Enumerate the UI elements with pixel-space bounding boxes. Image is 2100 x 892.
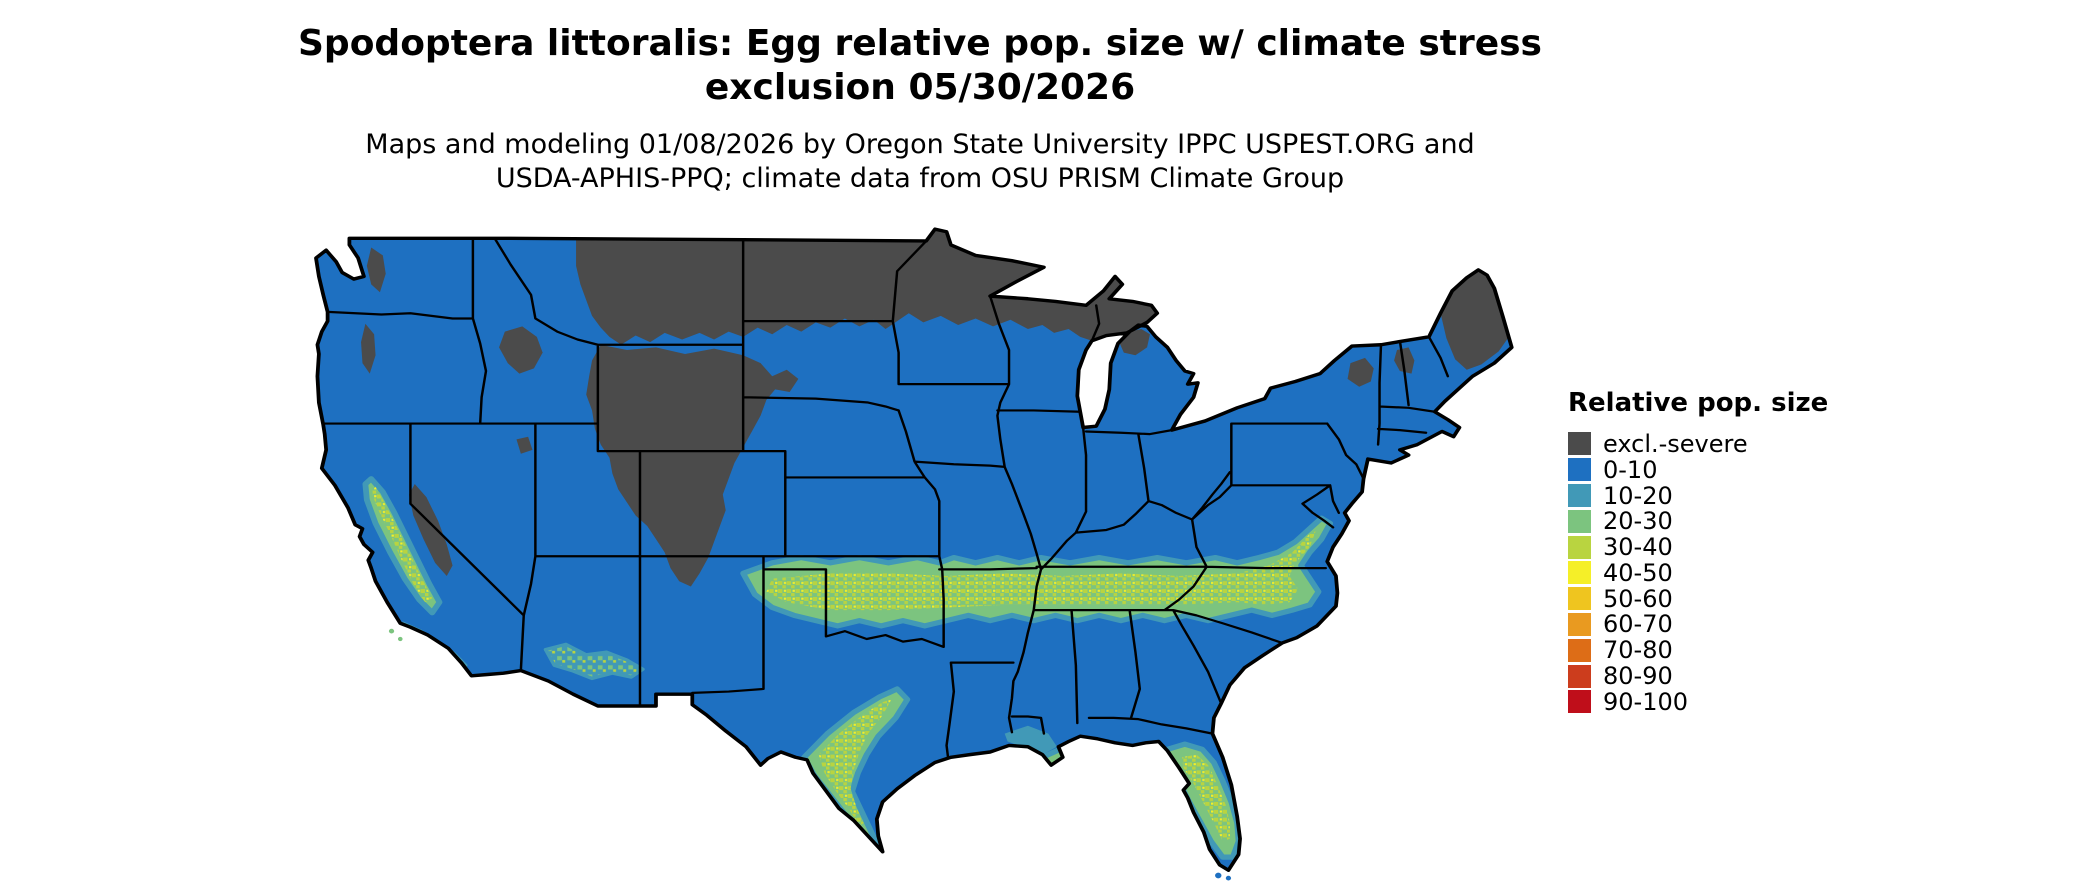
legend-item-label: excl.-severe — [1603, 429, 1748, 458]
legend-item-label: 90-100 — [1603, 687, 1689, 716]
legend-swatch-icon — [1568, 612, 1591, 636]
legend-item: 40-50 — [1568, 558, 1828, 587]
legend-item-label: 0-10 — [1603, 455, 1658, 484]
legend-item: 70-80 — [1568, 636, 1828, 665]
legend-swatch-icon — [1568, 587, 1591, 611]
legend-swatch-icon — [1568, 483, 1591, 507]
legend-swatch-icon — [1568, 561, 1591, 585]
legend-item: excl.-severe — [1568, 429, 1828, 458]
legend-item: 30-40 — [1568, 533, 1828, 562]
legend-item-label: 70-80 — [1603, 636, 1673, 665]
us-map — [314, 227, 1514, 881]
island-dot — [388, 628, 395, 634]
legend-swatch-icon — [1568, 509, 1591, 533]
map-title-line1: Spodoptera littoralis: Egg relative pop.… — [298, 23, 1542, 64]
legend-item-label: 50-60 — [1603, 584, 1673, 613]
legend-item-label: 10-20 — [1603, 481, 1673, 510]
title-block: Spodoptera littoralis: Egg relative pop.… — [0, 22, 1840, 197]
legend-swatch-icon — [1568, 458, 1591, 482]
legend-title: Relative pop. size — [1568, 388, 1829, 418]
map-subtitle-line1: Maps and modeling 01/08/2026 by Oregon S… — [365, 128, 1475, 160]
island-dot — [1215, 872, 1222, 879]
subtitle-block: Maps and modeling 01/08/2026 by Oregon S… — [0, 128, 1840, 197]
legend-item: 60-70 — [1568, 610, 1828, 639]
map-canvas — [300, 216, 1535, 886]
legend: Relative pop. size excl.-severe 0-10 10-20… — [1568, 388, 1829, 716]
legend-swatch-icon — [1568, 638, 1591, 662]
legend-item: 50-60 — [1568, 584, 1828, 613]
legend-item-label: 40-50 — [1603, 558, 1673, 587]
map-region-excluded-severe — [361, 229, 1509, 587]
legend-item: 90-100 — [1568, 687, 1828, 716]
island-dot — [1225, 875, 1232, 881]
map-subtitle-line2: USDA-APHIS-PPQ; climate data from OSU PR… — [495, 163, 1345, 195]
legend-item-label: 80-90 — [1603, 662, 1673, 691]
legend-item-label: 20-30 — [1603, 507, 1673, 536]
legend-item: 80-90 — [1568, 662, 1828, 691]
legend-swatch-icon — [1568, 432, 1591, 456]
legend-swatch-icon — [1568, 535, 1591, 559]
map-title-line2: exclusion 05/30/2026 — [704, 66, 1136, 108]
legend-item: 0-10 — [1568, 455, 1828, 484]
legend-swatch-icon — [1568, 690, 1591, 714]
state-borders — [322, 237, 1450, 759]
legend-item-label: 60-70 — [1603, 610, 1673, 639]
legend-items: excl.-severe 0-10 10-20 20-30 30-40 40-50 50-6… — [1568, 429, 1828, 716]
legend-item-label: 30-40 — [1603, 533, 1673, 562]
legend-swatch-icon — [1568, 664, 1591, 688]
legend-item: 20-30 — [1568, 507, 1828, 536]
island-dot — [397, 636, 403, 642]
legend-item: 10-20 — [1568, 481, 1828, 510]
